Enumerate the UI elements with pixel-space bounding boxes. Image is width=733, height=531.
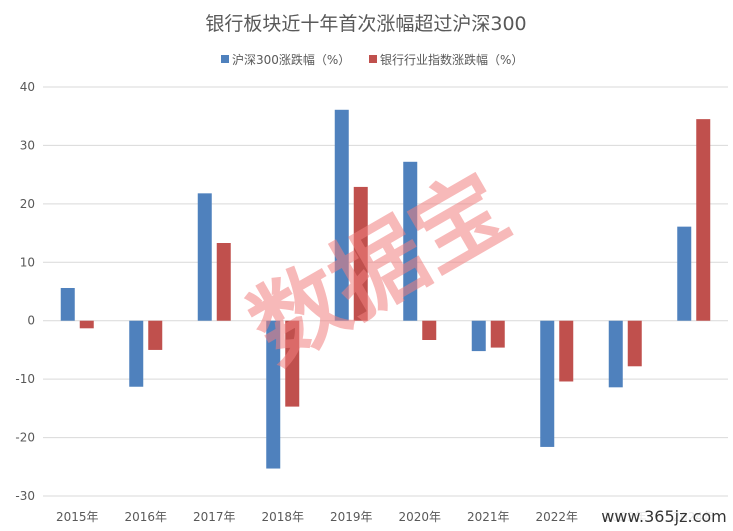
x-tick-label: 2022年: [535, 510, 578, 524]
bar-bank-2017年: [216, 243, 231, 321]
x-tick-label: 2018年: [261, 510, 304, 524]
bar-hs300-2020年: [403, 161, 418, 321]
x-tick-label: 2015年: [56, 510, 99, 524]
y-tick-label: 30: [20, 138, 35, 152]
y-tick-label: 0: [27, 314, 35, 328]
bar-hs300-2021年: [471, 320, 486, 352]
bar-bank-2020年: [422, 320, 437, 340]
bar-bank-2024年: [696, 119, 711, 321]
y-tick-label: -20: [15, 431, 35, 445]
x-tick-label: 2021年: [467, 510, 510, 524]
site-mark-box: www.365jz.com: [598, 507, 729, 527]
bar-bank-2018年: [285, 320, 300, 407]
bar-hs300-2017年: [197, 193, 212, 321]
bar-bank-2019年: [353, 186, 368, 321]
legend: 沪深300涨跌幅（%） 银行行业指数涨跌幅（%）: [221, 52, 523, 67]
chart-title: 银行板块近十年首次涨幅超过沪深300: [205, 13, 526, 35]
bar-hs300-2019年: [334, 109, 349, 321]
x-tick-label: 2016年: [124, 510, 167, 524]
bars: [60, 109, 711, 469]
bar-bank-2022年: [559, 320, 574, 382]
bar-hs300-2018年: [266, 320, 281, 469]
legend-label-hs300: 沪深300涨跌幅（%）: [232, 52, 350, 67]
bar-hs300-2015年: [60, 287, 75, 321]
bar-hs300-2016年: [129, 320, 144, 387]
x-tick-label: 2017年: [193, 510, 236, 524]
y-tick-label: 20: [20, 197, 35, 211]
bar-hs300-2024年: [677, 226, 692, 321]
bar-bank-2023年: [627, 320, 642, 367]
legend-swatch-hs300: [221, 55, 229, 63]
y-axis-ticks: 40 30 20 10 0 -10 -20 -30: [15, 80, 35, 503]
bar-hs300-2022年: [540, 320, 555, 447]
legend-swatch-bank: [369, 55, 377, 63]
y-tick-label: -10: [15, 372, 35, 386]
site-watermark: www.365jz.com: [601, 507, 727, 526]
bar-bank-2015年: [79, 320, 94, 329]
legend-label-bank: 银行行业指数涨跌幅（%）: [380, 52, 523, 67]
bar-bank-2021年: [490, 320, 505, 348]
y-tick-label: -30: [15, 489, 35, 503]
y-tick-label: 40: [20, 80, 35, 94]
x-tick-label: 2019年: [330, 510, 373, 524]
x-tick-label: 2020年: [398, 510, 441, 524]
bar-hs300-2023年: [608, 320, 623, 388]
y-tick-label: 10: [20, 255, 35, 269]
bar-bank-2016年: [148, 320, 163, 350]
